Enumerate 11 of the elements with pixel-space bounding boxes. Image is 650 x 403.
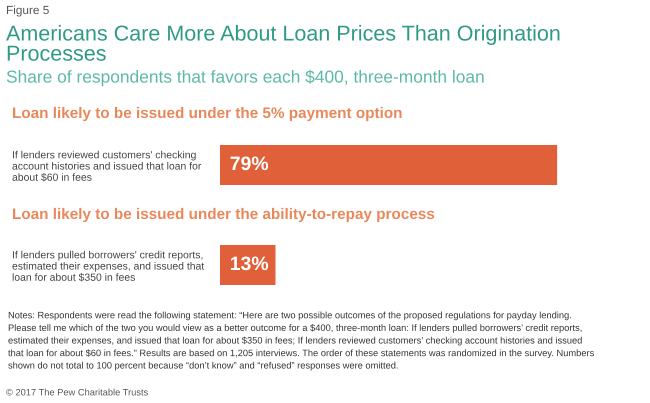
chart-title: Americans Care More About Loan Prices Than Origination Processes (6, 24, 560, 61)
chart-subtitle: Share of respondents that favors each $400, three-month loan (6, 70, 484, 86)
annotation: Notes: Respondents were read the following statement: “Here are two possible outcomes of the proposed regulations for payday lending. Please tell me which of the two you would view as a better outcome for a $400, three-month loan: If lenders pulled borrowers’ credit reports, estimated their expenses, and issued that loan for about $350 in fees; If lenders reviewed customers’ checking account histories and issued that loan for about $60 in fees.” Results are based on 1,205 interviews. The order of these statements was randomized in the survey. Numbers shown do not total to 100 percent because “don’t know” and “refused” responses were omitted. (8, 312, 594, 370)
annotation: Loan likely to be issued under the 5% payment option (13, 106, 402, 122)
y-tick-label: If lenders pulled borrowers' credit reports, estimated their expenses, and issued that loan for about $350 in fees (12, 250, 204, 282)
annotation: Loan likely to be issued under the ability-to-repay process (13, 208, 434, 222)
y-tick-label: If lenders reviewed customers' checking account histories and issued that loan for about $60 in fees (12, 150, 202, 182)
data-label: 13% (230, 256, 268, 270)
text: © 2017 The Pew Charitable Trusts (6, 388, 148, 396)
data-label: 79% (230, 156, 268, 170)
caption: Figure 5 (6, 6, 49, 16)
